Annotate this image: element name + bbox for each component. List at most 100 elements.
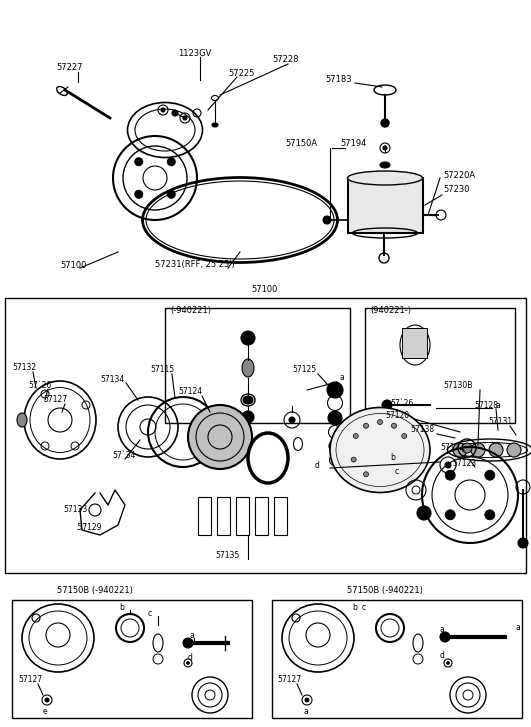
Circle shape xyxy=(445,470,455,481)
Bar xyxy=(5,298,526,573)
Circle shape xyxy=(242,411,254,423)
Circle shape xyxy=(440,632,450,642)
Text: 57123: 57123 xyxy=(452,459,476,467)
Circle shape xyxy=(383,146,387,150)
Text: c: c xyxy=(362,603,366,613)
Text: 57150B (-940221): 57150B (-940221) xyxy=(57,585,133,595)
Text: 1123GV: 1123GV xyxy=(178,49,211,57)
Text: b: b xyxy=(390,454,395,462)
Text: e: e xyxy=(43,707,48,715)
Circle shape xyxy=(382,400,392,410)
Ellipse shape xyxy=(212,123,218,127)
Text: a: a xyxy=(303,707,308,717)
Circle shape xyxy=(183,638,193,648)
Circle shape xyxy=(329,440,341,452)
Text: a: a xyxy=(340,374,345,382)
Text: 57220A: 57220A xyxy=(443,171,475,180)
Text: 57127: 57127 xyxy=(43,395,67,404)
Text: b: b xyxy=(352,603,357,613)
Circle shape xyxy=(378,419,382,425)
Circle shape xyxy=(381,119,389,127)
Circle shape xyxy=(471,443,485,457)
Text: 57194: 57194 xyxy=(340,139,366,148)
Text: 57227: 57227 xyxy=(56,63,82,73)
Text: (-940221): (-940221) xyxy=(170,307,211,316)
Circle shape xyxy=(445,462,451,468)
Circle shape xyxy=(391,423,397,428)
Text: 57130B: 57130B xyxy=(443,382,473,390)
Text: 57135: 57135 xyxy=(215,550,239,560)
Circle shape xyxy=(351,457,356,462)
Text: 57`34: 57`34 xyxy=(112,451,135,459)
Text: 57138: 57138 xyxy=(410,425,434,435)
Ellipse shape xyxy=(17,413,27,427)
Bar xyxy=(274,497,287,535)
Text: c: c xyxy=(395,467,399,476)
Text: 57`26: 57`26 xyxy=(390,398,413,408)
Circle shape xyxy=(453,443,467,457)
Circle shape xyxy=(353,433,358,438)
Text: c: c xyxy=(148,609,152,619)
Text: 57100: 57100 xyxy=(252,286,278,294)
Text: 57228: 57228 xyxy=(272,55,298,65)
Ellipse shape xyxy=(243,396,253,404)
Circle shape xyxy=(241,331,255,345)
Text: a: a xyxy=(515,624,520,632)
Bar xyxy=(402,328,427,358)
Circle shape xyxy=(188,405,252,469)
Text: 57128: 57128 xyxy=(474,401,498,409)
Text: .57129: .57129 xyxy=(75,523,101,531)
Circle shape xyxy=(45,698,49,702)
Circle shape xyxy=(186,662,190,664)
Text: 57127: 57127 xyxy=(277,675,301,685)
Bar xyxy=(236,497,249,535)
Text: 57100: 57100 xyxy=(60,260,87,270)
Text: 57225: 57225 xyxy=(228,68,254,78)
Circle shape xyxy=(289,417,295,423)
Text: 57115: 57115 xyxy=(150,366,174,374)
Bar xyxy=(365,308,515,423)
Text: 57125: 57125 xyxy=(292,366,316,374)
Text: d: d xyxy=(315,460,320,470)
Circle shape xyxy=(172,110,178,116)
Circle shape xyxy=(135,190,143,198)
Circle shape xyxy=(485,470,495,481)
Bar xyxy=(272,600,522,718)
Bar xyxy=(348,178,423,233)
Text: 57124: 57124 xyxy=(178,387,202,396)
Circle shape xyxy=(305,698,309,702)
Text: 57150B (-940221): 57150B (-940221) xyxy=(347,585,423,595)
Circle shape xyxy=(323,216,331,224)
Text: 57120: 57120 xyxy=(385,411,409,419)
Circle shape xyxy=(445,510,455,520)
Text: 57133: 57133 xyxy=(63,505,87,515)
Circle shape xyxy=(485,510,495,520)
Text: a: a xyxy=(190,630,195,640)
Text: a: a xyxy=(495,401,500,409)
Circle shape xyxy=(161,108,165,112)
Text: 57131: 57131 xyxy=(488,417,512,427)
Bar xyxy=(165,308,350,423)
Circle shape xyxy=(507,443,521,457)
Bar xyxy=(198,497,211,535)
Circle shape xyxy=(364,423,369,428)
Text: 57183: 57183 xyxy=(325,76,352,84)
Bar xyxy=(255,497,268,535)
Circle shape xyxy=(364,472,369,477)
Circle shape xyxy=(183,116,187,120)
Circle shape xyxy=(402,433,407,438)
Text: 57134: 57134 xyxy=(100,376,124,385)
Bar xyxy=(12,600,252,718)
Ellipse shape xyxy=(330,408,430,492)
Text: 57150A: 57150A xyxy=(285,139,317,148)
Circle shape xyxy=(328,411,342,425)
Text: 57231(RFF, 25 25'): 57231(RFF, 25 25') xyxy=(155,260,235,270)
Text: 57122: 57122 xyxy=(440,443,464,451)
Circle shape xyxy=(417,506,431,520)
Text: b: b xyxy=(119,603,124,613)
Text: 57`26: 57`26 xyxy=(28,380,52,390)
Circle shape xyxy=(518,538,528,548)
Ellipse shape xyxy=(380,162,390,168)
Circle shape xyxy=(327,382,343,398)
Ellipse shape xyxy=(347,171,423,185)
